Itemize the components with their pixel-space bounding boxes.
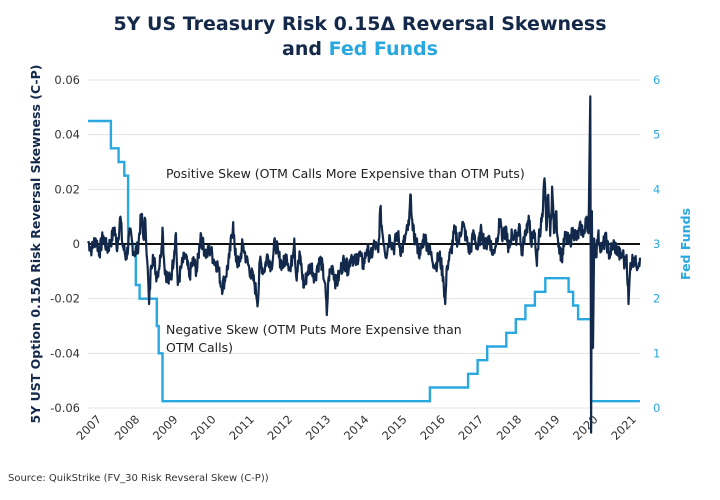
fed-funds-line [88,119,640,403]
y2-tick-label: 2 [653,292,660,306]
y2-tick-label: 0 [653,401,660,415]
y2-tick-label: 4 [653,182,660,196]
y2-tick-label: 5 [653,128,660,142]
y2-tick-label: 3 [653,237,660,251]
y-tick-label: 0 [73,237,80,251]
annotation-negative-2: OTM Calls) [166,340,233,355]
y-tick-label: 0.06 [54,73,80,87]
x-tick-label: 2013 [303,412,334,443]
left-axis-ticks: 0.06 0.04 0.02 0 -0.02 -0.04 -0.06 [50,73,80,415]
y-tick-label: 0.02 [54,182,80,196]
x-tick-label: 2019 [532,412,563,443]
x-tick-label: 2017 [456,412,487,443]
chart-title-line1: 5Y US Treasury Risk 0.15Δ Reversal Skewn… [113,13,607,35]
x-tick-label: 2011 [226,412,257,443]
x-tick-label: 2015 [379,412,410,443]
x-tick-label: 2012 [265,412,296,443]
x-tick-label: 2018 [494,412,525,443]
chart-title-line2: and Fed Funds [0,37,720,62]
chart-area: 0.06 0.04 0.02 0 -0.02 -0.04 -0.06 6 5 4 3 2 1 0 200… [28,65,693,443]
y2-tick-label: 6 [653,73,660,87]
x-tick-label: 2007 [74,412,105,443]
x-tick-label: 2016 [417,412,448,443]
annotation-positive: Positive Skew (OTM Calls More Expensive … [166,166,525,181]
x-tick-label: 2010 [188,412,219,443]
y-tick-label: -0.02 [50,292,80,306]
y-tick-label: 0.04 [54,128,80,142]
left-axis-label: 5Y UST Option 0.15Δ Risk Reversal Skewne… [28,65,43,424]
right-axis-ticks: 6 5 4 3 2 1 0 [653,73,660,415]
x-axis-ticks: 2007 2008 2009 2010 2011 2012 2013 2014 2015 2016… [74,412,639,443]
x-tick-label: 2009 [150,412,181,443]
y-tick-label: -0.06 [50,401,80,415]
title-prefix: and [282,38,329,60]
skew-line [86,95,642,434]
x-tick-label: 2020 [570,412,601,443]
x-tick-label: 2008 [112,412,143,443]
y-tick-label: -0.04 [50,346,80,360]
annotation-negative-1: Negative Skew (OTM Puts More Expensive t… [166,322,462,337]
x-tick-label: 2021 [608,412,639,443]
chart-title: 5Y US Treasury Risk 0.15Δ Reversal Skewn… [0,12,720,62]
source-note: Source: QuikStrike (FV_30 Risk Revseral … [8,473,269,484]
y2-tick-label: 1 [653,346,660,360]
title-highlight: Fed Funds [328,38,438,60]
x-tick-label: 2014 [341,412,372,443]
right-axis-label: Fed Funds [678,208,693,280]
